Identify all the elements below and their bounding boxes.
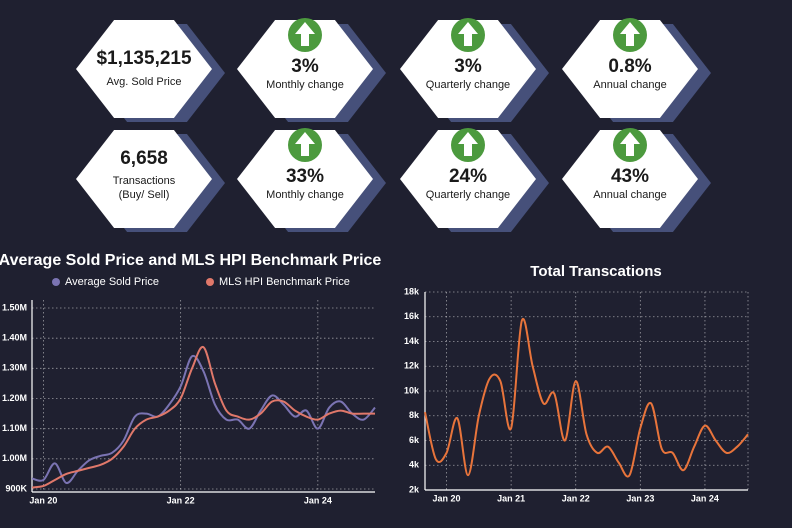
y-tick-label: 8k (409, 410, 420, 420)
kpi-card (562, 20, 698, 118)
kpi-label: Quarterly change (426, 189, 510, 201)
kpi-value: 6,658 (120, 148, 168, 169)
y-tick-label: 1.10M (2, 423, 27, 433)
x-tick-label: Jan 20 (29, 495, 57, 505)
y-tick-label: 14k (404, 336, 420, 346)
x-tick-label: Jan 22 (562, 493, 590, 503)
y-tick-label: 16k (404, 311, 420, 321)
up-arrow (458, 132, 478, 156)
kpi-card (400, 130, 536, 228)
legend-swatch (52, 278, 60, 286)
kpi-card (76, 130, 212, 228)
kpi-label: Quarterly change (426, 79, 510, 91)
kpi-value: 3% (291, 56, 319, 77)
kpi-label: Monthly change (266, 79, 344, 91)
y-tick-label: 1.50M (2, 302, 27, 312)
y-tick-label: 1.00M (2, 453, 27, 463)
series-line (31, 354, 376, 484)
chart-title: Total Transcations (530, 263, 661, 280)
up-arrow (458, 22, 478, 46)
kpi-value: $1,135,215 (96, 48, 192, 69)
x-tick-label: Jan 20 (433, 493, 461, 503)
kpi-value: 24% (449, 166, 487, 187)
kpi-label: Transactions (113, 175, 176, 187)
kpi-card (237, 20, 373, 118)
kpi-label: Annual change (593, 189, 666, 201)
up-arrow (295, 22, 315, 46)
kpi-card (76, 20, 212, 118)
kpi-value: 3% (454, 56, 482, 77)
y-tick-label: 18k (404, 286, 420, 296)
kpi-label: Monthly change (266, 189, 344, 201)
series-line (31, 346, 375, 489)
kpi-value: 0.8% (608, 56, 651, 77)
up-arrow (295, 132, 315, 156)
x-tick-label: Jan 23 (626, 493, 654, 503)
x-tick-label: Jan 21 (497, 493, 525, 503)
x-tick-label: Jan 24 (691, 493, 719, 503)
up-arrow (620, 132, 640, 156)
chart-title: Average Sold Price and MLS HPI Benchmark… (0, 252, 381, 269)
legend-label: Average Sold Price (65, 276, 159, 288)
kpi-label: Avg. Sold Price (106, 76, 181, 88)
kpi-label: Annual change (593, 79, 666, 91)
y-tick-label: 12k (404, 361, 420, 371)
kpi-card (400, 20, 536, 118)
y-tick-label: 1.30M (2, 363, 27, 373)
y-tick-label: 4k (409, 460, 420, 470)
x-tick-label: Jan 22 (167, 495, 195, 505)
y-tick-label: 2k (409, 484, 420, 494)
y-tick-label: 10k (404, 385, 420, 395)
kpi-card (237, 130, 373, 228)
legend-label: MLS HPI Benchmark Price (219, 276, 350, 288)
x-tick-label: Jan 24 (304, 495, 332, 505)
y-tick-label: 900K (5, 483, 27, 493)
y-tick-label: 6k (409, 435, 420, 445)
series-line (424, 317, 749, 478)
up-arrow (620, 22, 640, 46)
kpi-label: (Buy/ Sell) (119, 189, 170, 201)
kpi-card (562, 130, 698, 228)
legend-swatch (206, 278, 214, 286)
kpi-value: 33% (286, 166, 324, 187)
y-tick-label: 1.40M (2, 333, 27, 343)
y-tick-label: 1.20M (2, 393, 27, 403)
kpi-value: 43% (611, 166, 649, 187)
